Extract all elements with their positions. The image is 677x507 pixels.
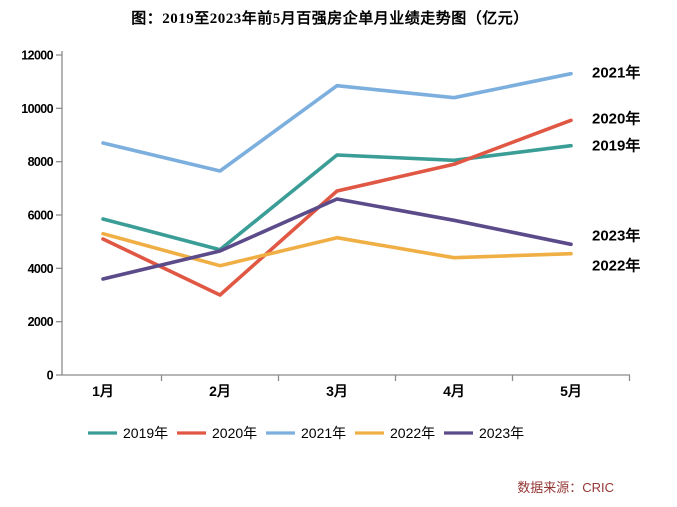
x-tick-label: 5月 <box>560 383 582 399</box>
chart-title: 图：2019至2023年前5月百强房企单月业绩走势图（亿元） <box>131 11 529 27</box>
legend-label-2022年: 2022年 <box>390 425 435 441</box>
y-tick-label: 2000 <box>28 315 54 329</box>
series-end-label-2020年: 2020年 <box>592 109 640 127</box>
series-end-label-2021年: 2021年 <box>592 64 640 82</box>
series-end-label-2023年: 2023年 <box>592 226 640 244</box>
series-line-2021年 <box>101 71 573 173</box>
y-tick-label: 10000 <box>21 102 53 116</box>
series-line-2023年 <box>101 197 573 281</box>
legend-item-2023年: 2023年 <box>444 425 524 441</box>
legend-label-2019年: 2019年 <box>123 425 168 441</box>
legend-item-2020年: 2020年 <box>177 425 257 441</box>
legend-item-2019年: 2019年 <box>88 425 168 441</box>
legend-item-2022年: 2022年 <box>355 425 435 441</box>
y-tick-label: 12000 <box>21 49 53 63</box>
legend-item-2021年: 2021年 <box>266 425 346 441</box>
y-tick-label: 4000 <box>28 262 54 276</box>
legend-label-2020年: 2020年 <box>212 425 257 441</box>
series-line-2019年 <box>101 143 573 252</box>
y-tick-label: 0 <box>47 369 54 383</box>
x-tick-label: 1月 <box>92 383 114 399</box>
y-tick-label: 6000 <box>28 209 54 223</box>
series-end-label-2019年: 2019年 <box>592 137 640 155</box>
x-tick-label: 4月 <box>443 383 465 399</box>
series-line-2020年 <box>101 118 573 297</box>
data-source-note: 数据来源：CRIC <box>517 480 614 495</box>
legend-label-2021年: 2021年 <box>301 425 346 441</box>
legend-label-2023年: 2023年 <box>479 425 524 441</box>
series-line-2022年 <box>101 231 573 268</box>
series-end-label-2022年: 2022年 <box>592 257 640 275</box>
y-tick-label: 8000 <box>28 155 54 169</box>
x-tick-label: 3月 <box>326 383 348 399</box>
x-tick-label: 2月 <box>209 383 231 399</box>
